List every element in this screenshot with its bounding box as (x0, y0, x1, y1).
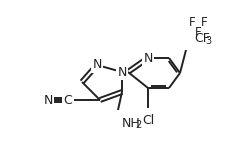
Text: Cl: Cl (142, 114, 154, 127)
Text: N: N (143, 51, 153, 64)
Text: 3: 3 (205, 36, 211, 46)
Text: C: C (64, 93, 72, 107)
Text: F: F (195, 27, 201, 39)
Text: NH: NH (122, 117, 141, 130)
Text: N: N (117, 66, 127, 78)
Text: N: N (43, 93, 53, 107)
Text: F: F (201, 15, 207, 29)
Text: CF: CF (194, 32, 210, 44)
Text: N: N (92, 58, 102, 71)
Text: 2: 2 (135, 120, 141, 130)
Text: F: F (189, 15, 195, 29)
